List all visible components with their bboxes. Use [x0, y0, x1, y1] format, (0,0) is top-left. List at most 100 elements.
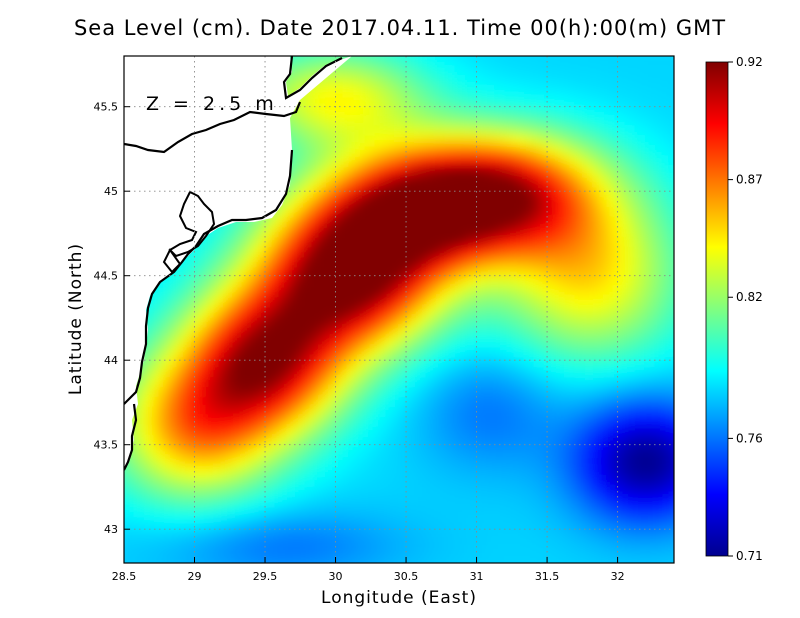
- field-cell: [124, 76, 125, 87]
- field-cell: [414, 516, 425, 527]
- field-cell: [504, 246, 515, 257]
- field-cell: [484, 376, 495, 387]
- field-cell: [154, 446, 165, 457]
- field-cell: [494, 466, 505, 477]
- field-cell: [284, 426, 295, 437]
- field-cell: [464, 426, 475, 437]
- field-cell: [594, 286, 605, 297]
- field-cell: [524, 196, 535, 207]
- field-cell: [494, 336, 505, 347]
- field-cell: [364, 106, 375, 117]
- field-cell: [434, 426, 445, 437]
- field-cell: [394, 76, 405, 87]
- field-cell: [574, 566, 585, 577]
- field-cell: [344, 516, 355, 527]
- field-cell: [254, 326, 265, 337]
- field-cell: [534, 506, 545, 517]
- field-cell: [564, 166, 575, 177]
- field-cell: [404, 426, 415, 437]
- field-cell: [214, 356, 225, 367]
- field-cell: [144, 346, 155, 357]
- field-cell: [264, 216, 275, 227]
- field-cell: [274, 326, 285, 337]
- field-cell: [644, 396, 655, 407]
- field-cell: [404, 506, 415, 517]
- field-cell: [194, 356, 205, 367]
- field-cell: [584, 456, 595, 467]
- field-cell: [144, 496, 155, 507]
- field-cell: [554, 406, 565, 417]
- field-cell: [364, 506, 375, 517]
- field-cell: [584, 146, 595, 157]
- field-cell: [404, 86, 415, 97]
- field-cell: [214, 396, 225, 407]
- field-cell: [634, 216, 645, 227]
- field-cell: [404, 556, 415, 563]
- field-cell: [424, 216, 435, 227]
- field-cell: [334, 366, 345, 377]
- field-cell: [384, 396, 395, 407]
- field-cell: [634, 436, 645, 447]
- field-cell: [674, 326, 685, 337]
- field-cell: [274, 416, 285, 427]
- field-cell: [404, 356, 415, 367]
- field-cell: [314, 56, 325, 57]
- field-cell: [574, 426, 585, 437]
- field-cell: [414, 86, 425, 97]
- field-cell: [574, 326, 585, 337]
- field-cell: [124, 456, 125, 467]
- field-cell: [214, 496, 225, 507]
- field-cell: [314, 556, 325, 563]
- field-cell: [444, 296, 455, 307]
- field-cell: [324, 96, 335, 107]
- field-cell: [484, 176, 495, 187]
- field-cell: [604, 216, 615, 227]
- field-cell: [664, 206, 674, 217]
- field-cell: [314, 366, 325, 377]
- field-cell: [204, 286, 215, 297]
- field-cell: [594, 376, 605, 387]
- field-cell: [204, 366, 215, 377]
- field-cell: [284, 336, 295, 347]
- field-cell: [554, 536, 565, 547]
- field-cell: [174, 266, 185, 277]
- field-cell: [644, 256, 655, 267]
- field-cell: [304, 556, 315, 563]
- field-cell: [354, 86, 365, 97]
- field-cell: [154, 406, 165, 417]
- field-cell: [514, 486, 525, 497]
- field-cell: [414, 286, 425, 297]
- field-cell: [544, 216, 555, 227]
- field-cell: [454, 366, 465, 377]
- field-cell: [434, 96, 445, 107]
- field-cell: [244, 366, 255, 377]
- field-cell: [584, 136, 595, 147]
- field-cell: [464, 346, 475, 357]
- field-cell: [264, 476, 275, 487]
- field-cell: [574, 256, 585, 267]
- field-cell: [204, 556, 215, 563]
- field-cell: [354, 256, 365, 267]
- field-cell: [444, 336, 455, 347]
- field-cell: [444, 346, 455, 357]
- field-cell: [234, 246, 245, 257]
- field-cell: [164, 506, 175, 517]
- field-cell: [564, 566, 575, 577]
- field-cell: [394, 516, 405, 527]
- field-cell: [284, 316, 295, 327]
- field-cell: [194, 276, 205, 287]
- field-cell: [604, 366, 615, 377]
- field-cell: [244, 396, 255, 407]
- field-cell: [644, 56, 655, 57]
- field-cell: [564, 486, 575, 497]
- field-cell: [364, 316, 375, 327]
- field-cell: [654, 306, 665, 317]
- field-cell: [224, 286, 235, 297]
- field-cell: [624, 426, 635, 437]
- field-cell: [334, 236, 345, 247]
- field-cell: [374, 326, 385, 337]
- field-cell: [254, 226, 265, 237]
- field-cell: [534, 126, 545, 137]
- field-cell: [294, 156, 305, 167]
- field-cell: [484, 346, 495, 357]
